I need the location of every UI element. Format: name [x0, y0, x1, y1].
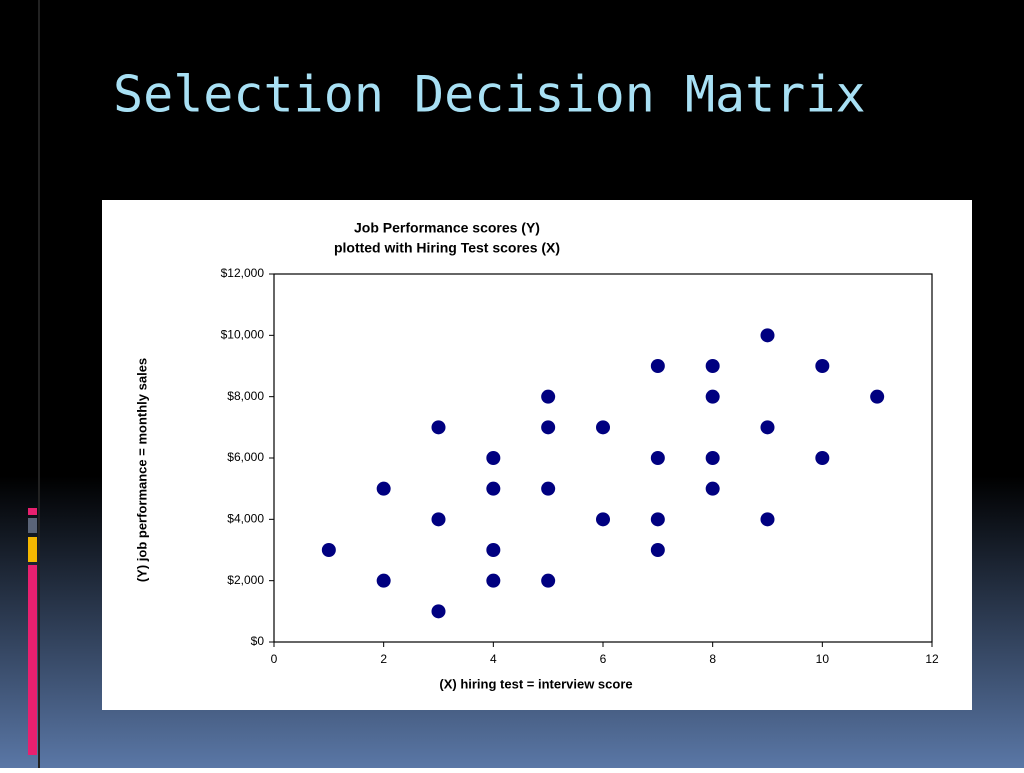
- point: [815, 451, 830, 465]
- point: [705, 359, 720, 373]
- point: [486, 481, 501, 496]
- left-rule: [38, 0, 40, 768]
- y-tick-label: $0: [251, 634, 265, 648]
- y-tick-label: $4,000: [227, 512, 264, 526]
- point: [486, 451, 501, 465]
- point: [650, 451, 665, 465]
- point: [760, 512, 775, 527]
- point: [541, 420, 556, 435]
- y-tick-label: $10,000: [221, 328, 265, 342]
- y-tick-label: $12,000: [221, 266, 265, 280]
- x-tick-label: 12: [925, 652, 939, 666]
- point: [541, 389, 556, 404]
- y-tick-label: $8,000: [227, 389, 264, 403]
- chart-title: Job Performance scores (Y): [354, 220, 540, 236]
- accent-bar: [28, 537, 37, 562]
- x-tick-label: 0: [271, 652, 278, 666]
- x-tick-label: 10: [816, 652, 830, 666]
- point: [870, 389, 885, 404]
- point: [376, 573, 391, 588]
- point: [431, 512, 446, 527]
- x-tick-label: 8: [709, 652, 716, 666]
- point: [705, 389, 720, 404]
- point: [486, 573, 501, 588]
- y-axis-label: (Y) job performance = monthly sales: [134, 358, 149, 582]
- point: [321, 543, 336, 557]
- point: [650, 512, 665, 527]
- point: [596, 420, 610, 435]
- point: [705, 481, 720, 496]
- x-tick-label: 2: [380, 652, 387, 666]
- point: [541, 481, 556, 496]
- x-axis-label: (X) hiring test = interview score: [439, 676, 632, 691]
- point: [815, 359, 830, 373]
- point: [705, 451, 720, 465]
- point: [650, 359, 665, 373]
- accent-bar: [28, 518, 37, 533]
- accent-bar: [28, 565, 37, 755]
- point: [541, 573, 556, 588]
- x-tick-label: 4: [490, 652, 497, 666]
- slide-title: Selection Decision Matrix: [113, 66, 866, 124]
- x-tick-label: 6: [600, 652, 607, 666]
- point: [431, 604, 446, 619]
- point: [376, 481, 391, 496]
- y-tick-label: $6,000: [227, 450, 264, 464]
- point: [760, 328, 775, 343]
- point: [650, 543, 665, 557]
- point: [596, 512, 610, 527]
- accent-bar: [28, 508, 37, 515]
- point: [486, 543, 501, 557]
- y-tick-label: $2,000: [227, 573, 264, 587]
- point: [431, 420, 446, 435]
- point: [760, 420, 775, 435]
- chart-title: plotted with Hiring Test scores (X): [334, 240, 560, 256]
